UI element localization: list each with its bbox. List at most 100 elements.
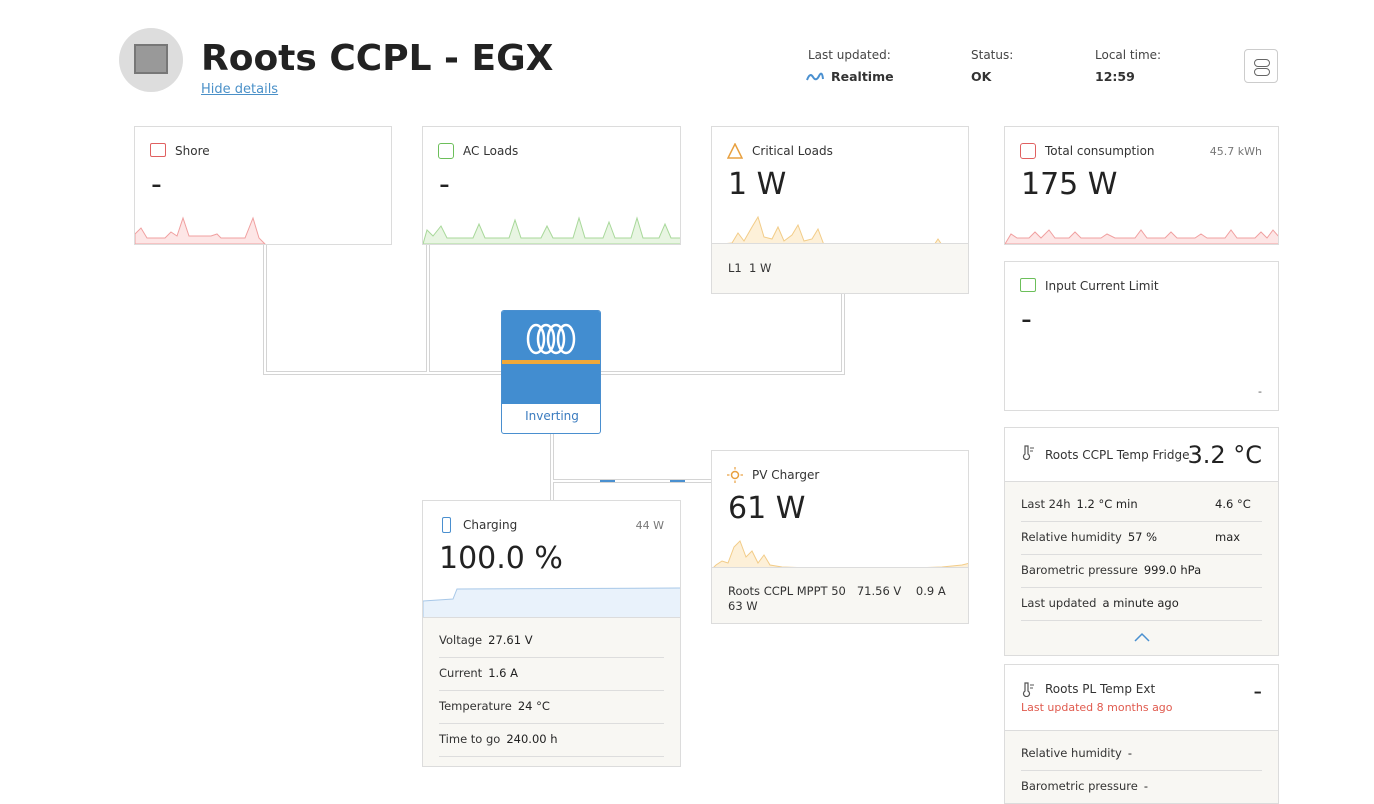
settings-button[interactable] (1244, 49, 1278, 83)
temp-ext-card[interactable]: Roots PL Temp Ext Last updated 8 months … (1004, 664, 1279, 804)
row-label: Barometric pressure (1021, 779, 1138, 793)
battery-card[interactable]: Charging 44 W 100.0 % Voltage 27.61 V Curr… (422, 500, 681, 767)
last-updated-label: Last updated: (808, 48, 891, 62)
pv-current: 0.9 A (915, 584, 946, 598)
input-current-limit-card[interactable]: Input Current Limit - - (1004, 261, 1279, 411)
card-title: Shore (175, 144, 210, 158)
inverter-logo (526, 323, 576, 355)
row-value: 27.61 V (488, 633, 533, 647)
card-value: - (1253, 677, 1262, 705)
pv-voltage: 71.56 V (856, 584, 902, 598)
detail-row: Voltage 27.61 V (439, 624, 664, 658)
status-label: Status: (971, 48, 1014, 62)
row-value: 1.6 A (488, 666, 519, 680)
device-name: Roots CCPL MPPT 50 (728, 584, 846, 598)
row-label: Last updated (1021, 596, 1097, 610)
phase-label: L1 (728, 261, 742, 275)
phase-value: 1 W (749, 261, 772, 275)
detail-row: Barometric pressure 999.0 hPa (1021, 554, 1262, 588)
detail-row: Barometric pressure - (1021, 770, 1262, 803)
row-value: 999.0 hPa (1143, 563, 1202, 577)
hide-details-link[interactable]: Hide details (201, 82, 279, 97)
site-title: Roots CCPL - EGX (201, 38, 554, 79)
card-value: 3.2 °C (1187, 441, 1262, 469)
row-value: 57 % (1127, 530, 1158, 544)
card-title: Total consumption (1045, 144, 1155, 158)
row-label: Barometric pressure (1021, 563, 1138, 577)
device-icon (119, 28, 183, 92)
sparkline (423, 216, 680, 244)
row-label: Current (439, 666, 483, 680)
row-value: 4.6 °C max (1215, 497, 1251, 544)
battery-icon (442, 517, 451, 533)
pv-power: 63 W (728, 599, 758, 613)
consumption-icon (1020, 143, 1036, 159)
card-title: PV Charger (752, 468, 820, 482)
detail-row: Time to go 240.00 h (439, 723, 664, 757)
small-value: - (1258, 385, 1262, 398)
ac-icon (438, 143, 454, 159)
detail-row: Relative humidity 57 % (1021, 521, 1262, 555)
warning-icon (727, 143, 743, 159)
device-shape (134, 44, 168, 74)
thermometer-icon (1022, 682, 1034, 697)
card-value: 61 W (728, 491, 806, 526)
detail-row: Current 1.6 A (439, 657, 664, 691)
card-energy: 45.7 kWh (1209, 145, 1262, 158)
pv-charger-card[interactable]: PV Charger 61 W Roots CCPL MPPT 50 71.56… (711, 450, 969, 624)
sparkline (135, 216, 266, 244)
card-title: Charging (463, 518, 518, 532)
details: Relative humidity - Barometric pressure - (1005, 730, 1278, 803)
row-value: - (1127, 746, 1132, 760)
card-title: Roots CCPL Temp Fridge (1045, 448, 1190, 462)
status-value: OK (971, 69, 992, 84)
sparkline (712, 215, 943, 245)
last-updated-value: Realtime (831, 69, 894, 84)
sparkline (1005, 229, 1278, 244)
row-label: Last 24h (1021, 497, 1071, 511)
shore-icon (150, 143, 166, 157)
card-value: - (439, 167, 450, 202)
row-label: Relative humidity (1021, 530, 1122, 544)
card-title: Critical Loads (752, 144, 833, 158)
card-title: Roots PL Temp Ext (1045, 682, 1156, 696)
row-value: 240.00 h (506, 732, 558, 746)
inverter-state: Inverting (525, 409, 579, 423)
local-time-label: Local time: (1095, 48, 1162, 62)
card-value: 100.0 % (439, 541, 563, 576)
toggle-icon (1254, 68, 1270, 76)
temp-fridge-card[interactable]: Roots CCPL Temp Fridge 3.2 °C Last 24h 1.… (1004, 427, 1279, 656)
local-time-value: 12:59 (1095, 69, 1135, 84)
card-title: Input Current Limit (1045, 279, 1159, 293)
card-power: 44 W (635, 519, 664, 532)
critical-loads-card[interactable]: Critical Loads 1 W L1 1 W (711, 126, 969, 294)
thermometer-icon (1022, 445, 1034, 460)
sparkline (423, 587, 680, 619)
shore-card[interactable]: Shore - (134, 126, 392, 245)
row-label: Time to go (439, 732, 501, 746)
stale-note: Last updated 8 months ago (1021, 701, 1173, 714)
total-consumption-card[interactable]: Total consumption 45.7 kWh 175 W (1004, 126, 1279, 245)
row-label: Voltage (439, 633, 483, 647)
card-value: 1 W (728, 167, 787, 202)
row-value: - (1143, 779, 1148, 793)
row-value: 1.2 °C min (1076, 497, 1138, 511)
collapse-arrow[interactable] (1134, 632, 1150, 642)
inverter-block[interactable]: Inverting (501, 310, 601, 434)
limit-icon (1020, 278, 1036, 292)
detail-row: Temperature 24 °C (439, 690, 664, 724)
row-label: Temperature (439, 699, 512, 713)
ac-loads-card[interactable]: AC Loads - (422, 126, 681, 245)
details: Roots CCPL MPPT 50 71.56 V 0.9 A 63 W (712, 567, 968, 623)
sparkline (712, 540, 968, 569)
sun-icon (727, 467, 743, 483)
toggle-icon (1254, 59, 1270, 67)
detail-row: Relative humidity - (1021, 737, 1262, 771)
detail-row: Last updated a minute ago (1021, 587, 1262, 621)
card-title: AC Loads (463, 144, 519, 158)
detail-row: L1 1 W (728, 261, 771, 275)
details: Voltage 27.61 V Current 1.6 A Temperature 24 … (423, 617, 680, 766)
details: Last 24h 1.2 °C min 4.6 °C max Relative hu… (1005, 481, 1278, 655)
detail-row: Roots CCPL MPPT 50 71.56 V 0.9 A 63 W (728, 584, 958, 614)
